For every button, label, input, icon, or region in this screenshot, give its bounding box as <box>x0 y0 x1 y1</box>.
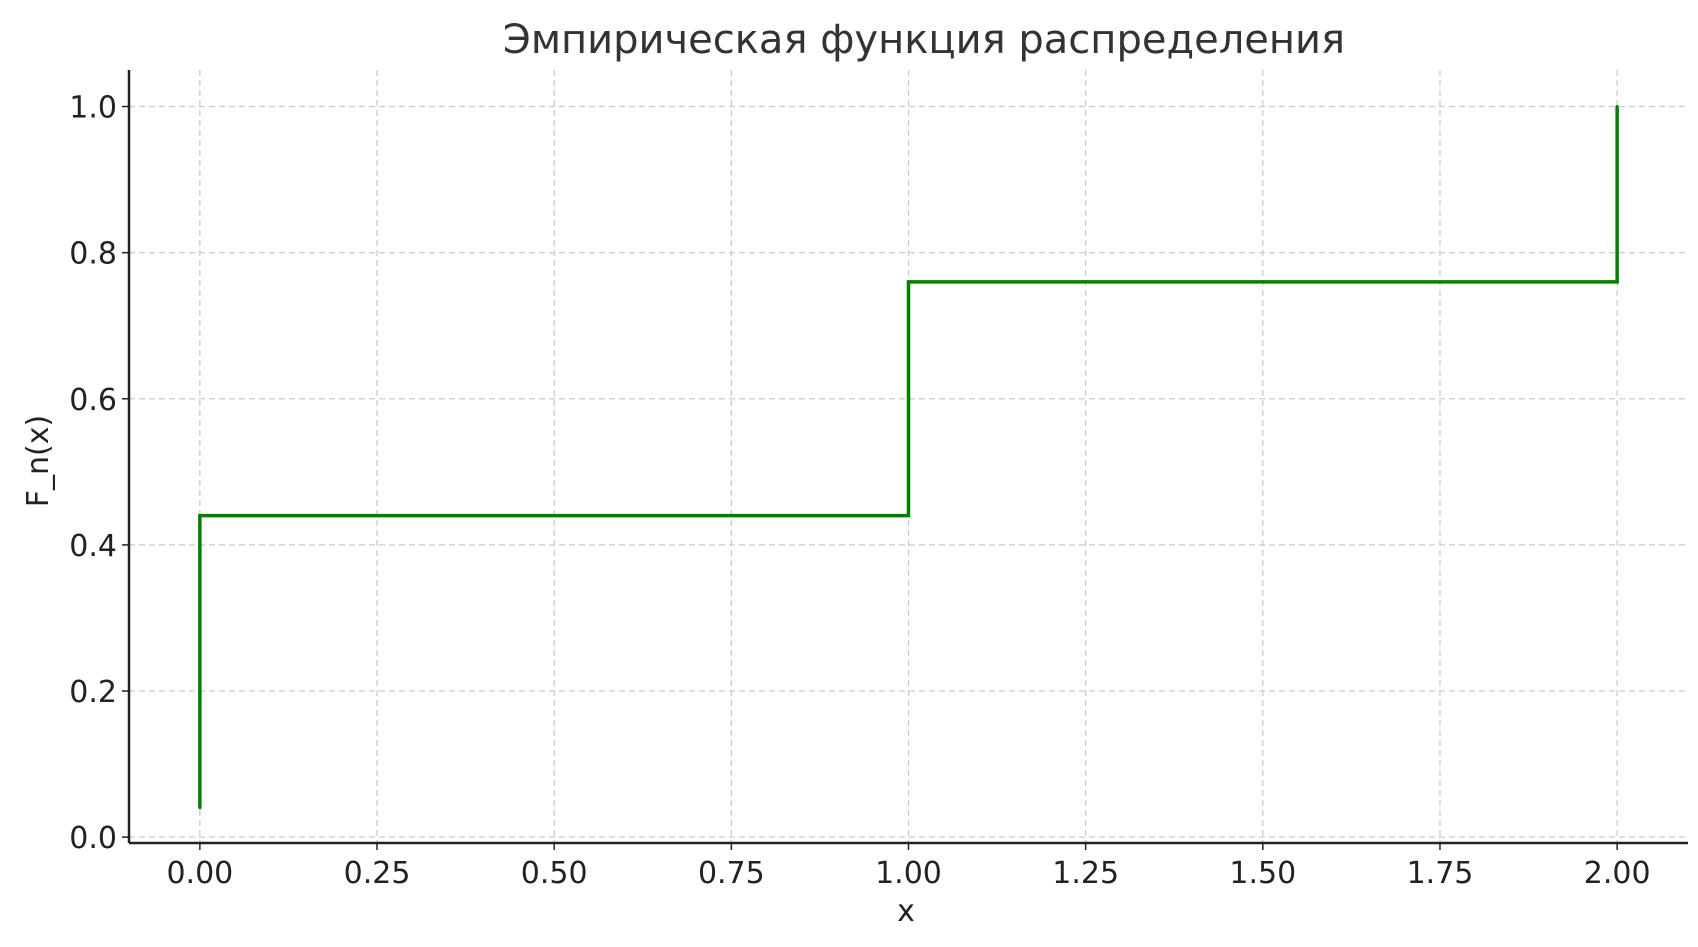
ecdf-point <box>1616 105 1619 108</box>
ecdf-point <box>907 514 910 517</box>
x-tick-label: 1.00 <box>875 856 942 891</box>
chart-title: Эмпирическая функция распределения <box>503 17 1345 63</box>
y-tick-label: 1.0 <box>69 91 117 126</box>
x-tick-label: 0.25 <box>344 856 411 891</box>
y-tick-label: 0.0 <box>69 821 117 856</box>
x-ticks: 0.00 0.25 0.50 0.75 1.00 1.25 1.50 1.75 2.00 <box>166 843 1650 891</box>
ecdf-point <box>198 514 201 517</box>
ecdf-point <box>1616 280 1619 283</box>
ecdf-point <box>907 280 910 283</box>
ecdf-point <box>198 806 201 809</box>
y-tick-label: 0.4 <box>69 529 117 564</box>
y-ticks: 0.0 0.2 0.4 0.6 0.8 1.0 <box>69 91 129 857</box>
x-tick-label: 1.50 <box>1229 856 1296 891</box>
x-tick-label: 1.75 <box>1407 856 1474 891</box>
x-tick-label: 1.25 <box>1052 856 1119 891</box>
y-tick-label: 0.6 <box>69 383 117 418</box>
y-tick-label: 0.8 <box>69 237 117 272</box>
y-tick-label: 0.2 <box>69 675 117 710</box>
y-axis-label: F_n(x) <box>21 415 56 507</box>
x-tick-label: 0.50 <box>521 856 588 891</box>
x-tick-label: 2.00 <box>1584 856 1651 891</box>
x-tick-label: 0.00 <box>166 856 233 891</box>
x-axis-label: x <box>897 894 915 929</box>
x-tick-label: 0.75 <box>698 856 765 891</box>
